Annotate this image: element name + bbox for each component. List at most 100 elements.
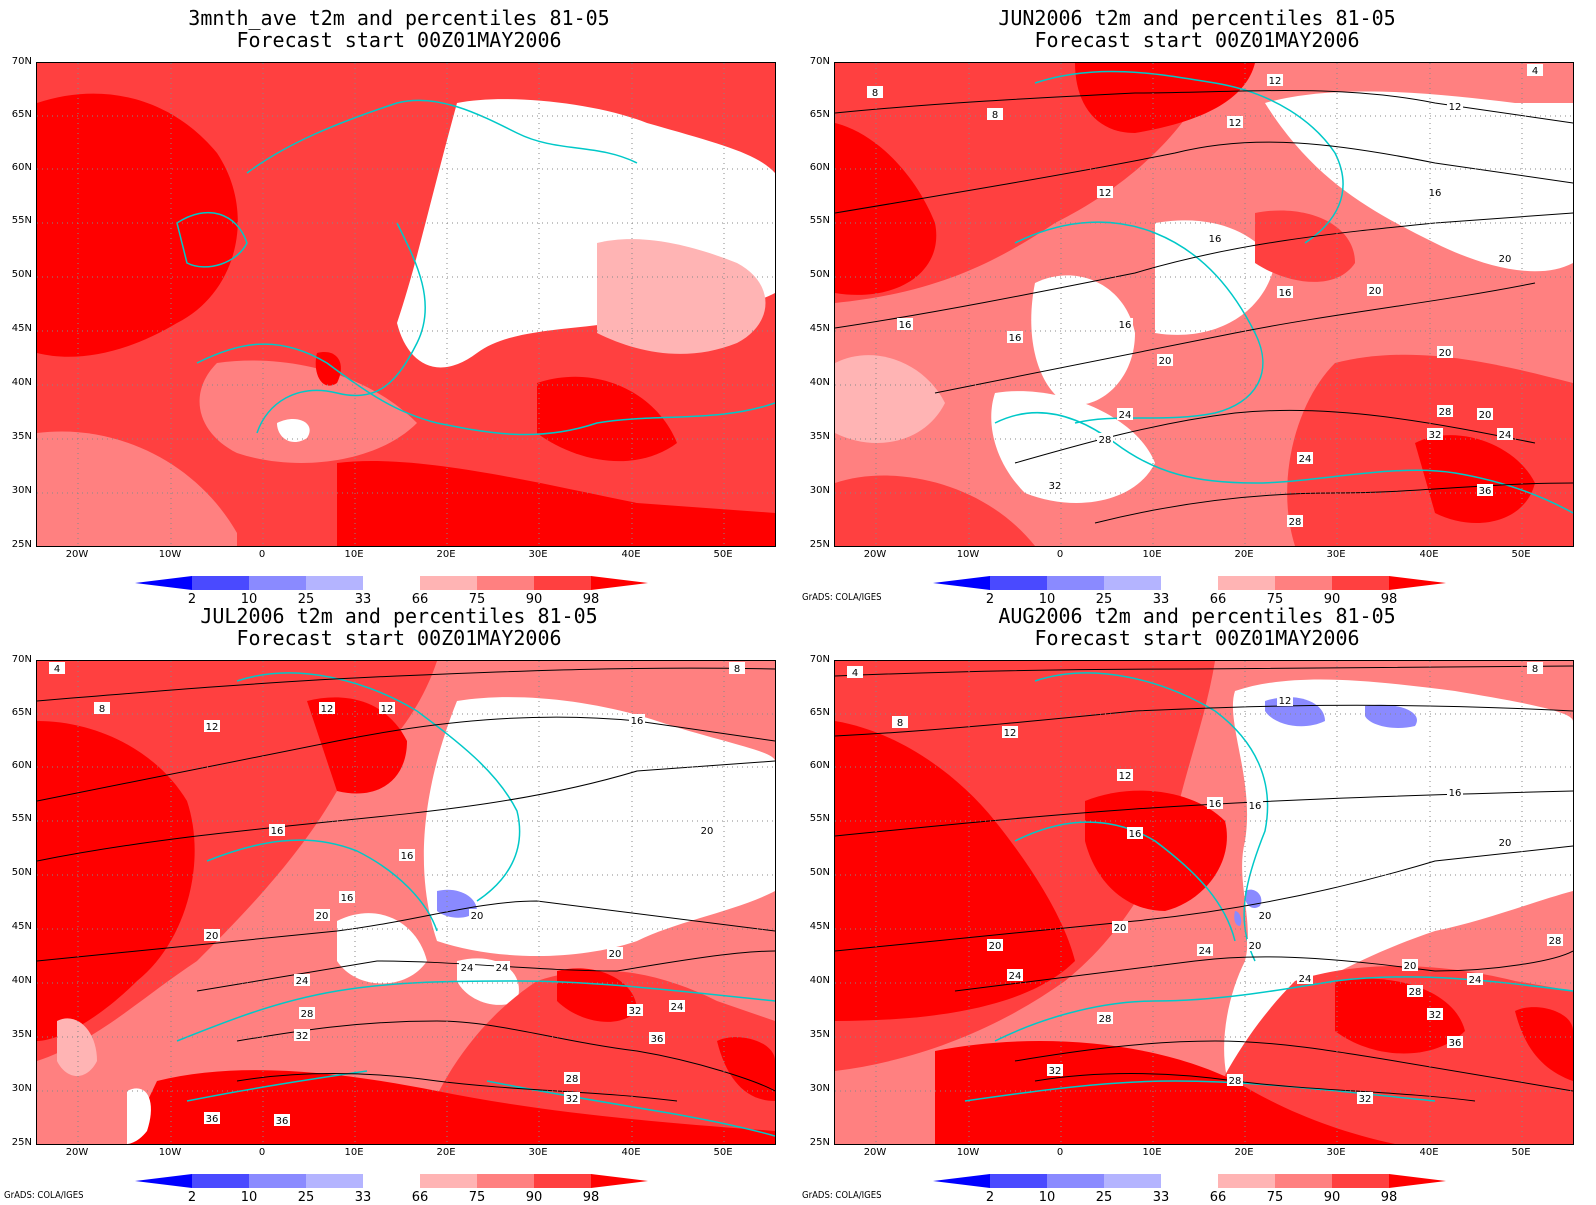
contour-label: 16 — [899, 320, 912, 331]
colorbar-segment — [1104, 1174, 1161, 1188]
colorbar-segment — [1104, 576, 1161, 590]
lat-tick-label: 65N — [809, 707, 830, 718]
contour-label-bg — [1097, 186, 1113, 198]
contour-label-bg — [379, 702, 395, 714]
contour-label: 32 — [1429, 1010, 1442, 1021]
contour-label-bg — [204, 720, 220, 732]
contour-label: 28 — [1099, 1014, 1112, 1025]
colorbar-label: 2 — [985, 1190, 995, 1205]
lon-tick-label: 0 — [1056, 1147, 1064, 1158]
colorbar-segment — [477, 576, 534, 590]
contour-label-bg — [1357, 1092, 1373, 1104]
colorbar-segment — [1275, 576, 1332, 590]
lon-tick-label: 0 — [1056, 549, 1064, 560]
contour-label: 36 — [651, 1034, 664, 1045]
contour-label-bg — [299, 1007, 315, 1019]
colorbar-label: 66 — [1209, 1190, 1227, 1205]
contour-label-bg — [1447, 1036, 1463, 1048]
contour-label: 16 — [271, 826, 284, 837]
contour-label: 20 — [471, 911, 484, 922]
lon-tick-label: 50E — [1511, 549, 1531, 560]
lat-tick-label: 40N — [809, 975, 830, 986]
contour-label: 20 — [701, 826, 714, 837]
contour-label: 12 — [1279, 696, 1292, 707]
colorbar-segment — [1047, 576, 1104, 590]
contour-label-bg — [1427, 1008, 1443, 1020]
lat-tick-label: 35N — [11, 1029, 32, 1040]
contour-label-bg — [1407, 985, 1423, 997]
contour-label-bg — [1367, 284, 1383, 296]
map-panel-aug2006: AUG2006 t2m and percentiles 81-05 Foreca… — [798, 598, 1596, 1205]
contour-label: 28 — [1439, 407, 1452, 418]
contour-label-bg — [1547, 934, 1563, 946]
colorbar-label: 10 — [1038, 1190, 1056, 1205]
contour-label: 16 — [401, 851, 414, 862]
contour-label-bg — [1527, 662, 1543, 674]
lat-tick-label: 40N — [11, 975, 32, 986]
colorbar-label: 33 — [1152, 1190, 1170, 1205]
map-svg: 4 8 8 12 12 12 16 16 16 16 20 20 20 20 20 20 24 24 24 24 28 2… — [835, 661, 1573, 1144]
lat-tick-label: 25N — [11, 1137, 32, 1148]
panel-subtitle: Forecast start 00Z01MAY2006 — [236, 28, 562, 52]
colorbar-label: 25 — [297, 1190, 315, 1205]
lon-tick-label: 30E — [528, 549, 548, 560]
contour-label: 12 — [206, 722, 219, 733]
colorbar-segment — [1161, 576, 1218, 590]
contour-label: 4 — [54, 664, 60, 675]
lon-tick-label: 10W — [158, 1147, 182, 1158]
contour-labels: 4 8 8 12 12 12 16 16 16 16 20 20 20 20 20 20 24 24 24 24 28 2… — [847, 662, 1563, 1105]
contour-label: 12 — [381, 704, 394, 715]
colorbar-label: 90 — [525, 1190, 543, 1205]
map-panel-3month: 3mnth_ave t2m and percentiles 81-05 Fore… — [0, 0, 798, 607]
contour-label: 12 — [1119, 771, 1132, 782]
lat-tick-label: 55N — [11, 215, 32, 226]
contour-label-bg — [1207, 797, 1223, 809]
contour-label-bg — [1047, 1064, 1063, 1076]
contour-label-bg — [494, 961, 510, 973]
contour-label-bg — [1467, 973, 1483, 985]
contour-label: 8 — [992, 110, 998, 121]
colorbar-segment — [534, 576, 591, 590]
lat-tick-label: 30N — [11, 1083, 32, 1094]
contour-label-bg — [1007, 969, 1023, 981]
map-panel-jul2006: JUL2006 t2m and percentiles 81-05 Foreca… — [0, 598, 798, 1205]
lon-tick-label: 20W — [863, 549, 887, 560]
contour-label: 28 — [1549, 936, 1562, 947]
contour-label: 28 — [566, 1074, 579, 1085]
contour-label-bg — [1427, 428, 1443, 440]
contour-label-bg — [1112, 921, 1128, 933]
colorbar-arrow-high — [1389, 1174, 1446, 1188]
contour-label-bg — [204, 929, 220, 941]
contour-label-bg — [1207, 232, 1223, 244]
contour-label-bg — [1227, 116, 1243, 128]
contour-label-bg — [1527, 64, 1543, 76]
contour-label-bg — [399, 849, 415, 861]
contour-label-bg — [1227, 1074, 1243, 1086]
colorbar-arrow-low — [135, 576, 192, 590]
contour-label: 16 — [631, 716, 644, 727]
contour-label-bg — [892, 716, 908, 728]
contour-label: 20 — [1259, 911, 1272, 922]
colorbar-arrow-high — [1389, 576, 1446, 590]
map-panel-jun2006: JUN2006 t2m and percentiles 81-05 Foreca… — [798, 0, 1596, 607]
lon-tick-label: 10W — [956, 1147, 980, 1158]
contour-label-bg — [867, 86, 883, 98]
panel-title: AUG2006 t2m and percentiles 81-05 — [998, 604, 1396, 628]
map-area: 4 8 8 12 12 12 16 16 16 16 20 20 20 20 20 24 24 24 24 28 28 3… — [36, 660, 776, 1145]
contour-label: 24 — [1199, 946, 1212, 957]
map-svg: 4 8 8 12 12 12 16 16 16 16 20 20 20 20 20 24 24 24 24 28 28 3… — [37, 661, 775, 1144]
contour-label: 16 — [1429, 188, 1442, 199]
contour-label: 20 — [1369, 286, 1382, 297]
contour-label: 8 — [99, 704, 105, 715]
colorbar-label: 75 — [468, 1190, 486, 1205]
contour-label-bg — [669, 1000, 685, 1012]
lon-tick-label: 30E — [1326, 549, 1346, 560]
lat-tick-label: 40N — [11, 377, 32, 388]
colorbar-segment — [1218, 576, 1275, 590]
lon-tick-label: 40E — [1419, 549, 1439, 560]
contour-label-bg — [1447, 100, 1463, 112]
contour-label: 16 — [1129, 829, 1142, 840]
lon-tick-label: 30E — [528, 1147, 548, 1158]
contour-label: 32 — [1049, 1066, 1062, 1077]
colorbar-arrow-low — [135, 1174, 192, 1188]
